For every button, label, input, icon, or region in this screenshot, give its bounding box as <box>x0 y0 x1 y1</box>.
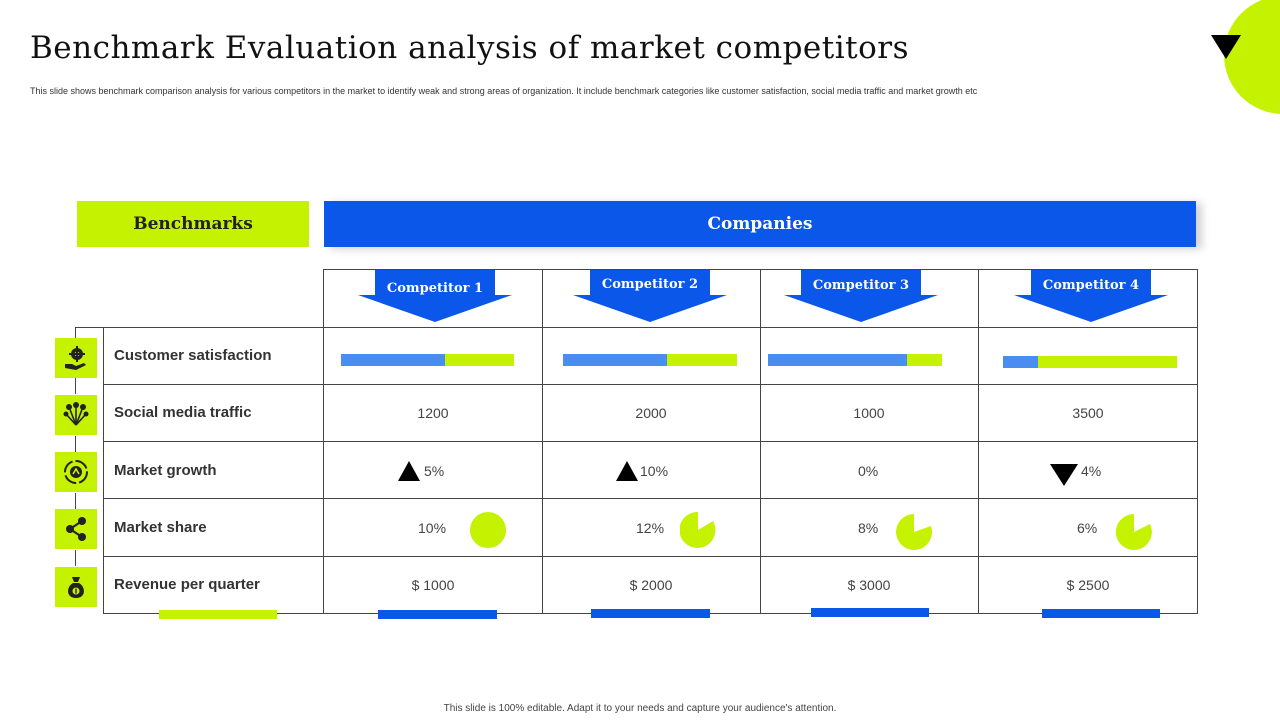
market-growth-value: 4% <box>1081 463 1102 479</box>
connector-line <box>75 436 76 452</box>
market-growth-value: 5% <box>424 463 445 479</box>
row-label-market-growth: Market growth <box>114 462 217 479</box>
satisfaction-bar <box>341 354 514 366</box>
social-traffic-value: 2000 <box>635 405 667 421</box>
revenue-value: $ 3000 <box>847 577 891 593</box>
revenue-value: $ 2500 <box>1066 577 1110 593</box>
market-share-value: 6% <box>1077 520 1098 536</box>
grid-line <box>103 441 1198 442</box>
benchmarks-header: Benchmarks <box>77 201 309 247</box>
companies-header-label: Companies <box>707 214 813 234</box>
social-traffic-value: 3500 <box>1072 405 1104 421</box>
accent-bar <box>811 608 929 617</box>
revenue-value: $ 1000 <box>411 577 455 593</box>
grid-line <box>760 269 761 614</box>
market-growth-value: 0% <box>858 463 879 479</box>
market-share-pie-icon <box>680 512 716 548</box>
grid-line <box>103 556 1198 557</box>
money-bag-icon <box>55 567 97 607</box>
row-label-customer-satisfaction: Customer satisfaction <box>114 347 272 364</box>
competitor-3-label: Competitor 3 <box>812 278 910 293</box>
competitor-2-label: Competitor 2 <box>601 277 699 292</box>
growth-down-icon <box>1050 464 1078 486</box>
satisfaction-bar <box>768 354 942 366</box>
competitor-2-header: Competitor 2 <box>573 270 727 322</box>
grid-line <box>978 269 979 614</box>
footer-note: This slide is 100% editable. Adapt it to… <box>443 703 837 714</box>
market-share-pie-icon <box>896 514 932 550</box>
grid-line <box>103 384 1198 385</box>
competitor-4-label: Competitor 4 <box>1042 278 1140 293</box>
market-share-value: 10% <box>418 520 447 536</box>
accent-bar <box>159 610 277 619</box>
competitor-4-header: Competitor 4 <box>1014 270 1168 322</box>
social-traffic-value: 1000 <box>853 405 885 421</box>
growth-cycle-icon <box>55 452 97 492</box>
row-label-revenue-per-quarter: Revenue per quarter <box>114 576 260 593</box>
growth-up-icon <box>616 461 638 481</box>
connector-line <box>75 327 104 328</box>
market-share-value: 8% <box>858 520 879 536</box>
hand-gear-icon <box>55 338 97 378</box>
connector-line <box>75 493 76 509</box>
connector-line <box>75 550 76 566</box>
page-subtitle: This slide shows benchmark comparison an… <box>30 86 978 96</box>
decorative-triangle-icon <box>1211 35 1241 59</box>
competitor-1-label: Competitor 1 <box>386 281 484 296</box>
grid-line <box>103 327 1198 328</box>
benchmarks-header-label: Benchmarks <box>133 214 253 234</box>
competitor-3-header: Competitor 3 <box>784 270 938 322</box>
companies-header: Companies <box>324 201 1196 247</box>
revenue-value: $ 2000 <box>629 577 673 593</box>
market-share-pie-icon <box>470 512 506 548</box>
page-title: Benchmark Evaluation analysis of market … <box>30 30 909 66</box>
market-growth-value: 10% <box>640 463 669 479</box>
accent-bar <box>1042 609 1160 618</box>
accent-bar <box>378 610 497 619</box>
grid-line <box>542 269 543 614</box>
row-label-social-media-traffic: Social media traffic <box>114 404 252 421</box>
grid-line <box>103 327 104 614</box>
grid-line <box>103 498 1198 499</box>
competitor-1-header: Competitor 1 <box>358 270 512 322</box>
connector-line <box>75 378 76 394</box>
grid-line <box>323 269 324 614</box>
growth-up-icon <box>398 461 420 481</box>
market-share-value: 12% <box>636 520 665 536</box>
connector-line <box>75 327 76 339</box>
share-icon <box>55 509 97 549</box>
accent-bar <box>591 609 710 618</box>
social-traffic-value: 1200 <box>417 405 449 421</box>
row-label-market-share: Market share <box>114 519 207 536</box>
network-nodes-icon <box>55 395 97 435</box>
market-share-pie-icon <box>1116 514 1152 550</box>
satisfaction-bar <box>563 354 737 366</box>
satisfaction-bar <box>1003 356 1177 368</box>
grid-line <box>1197 269 1198 614</box>
